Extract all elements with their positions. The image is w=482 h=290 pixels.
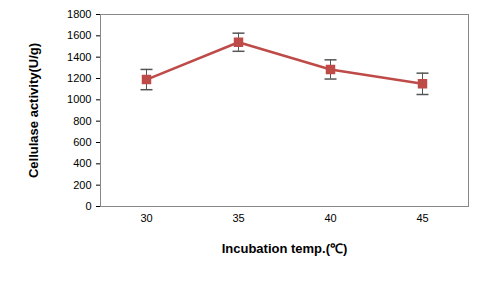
svg-text:1600: 1600	[67, 29, 91, 41]
svg-text:Incubation temp.(℃): Incubation temp.(℃)	[222, 241, 348, 256]
svg-text:600: 600	[73, 136, 91, 148]
svg-text:1000: 1000	[67, 93, 91, 105]
svg-text:400: 400	[73, 157, 91, 169]
svg-text:45: 45	[416, 212, 428, 224]
svg-text:1200: 1200	[67, 72, 91, 84]
svg-text:200: 200	[73, 179, 91, 191]
svg-text:1800: 1800	[67, 8, 91, 20]
svg-text:35: 35	[232, 212, 244, 224]
svg-text:40: 40	[324, 212, 336, 224]
svg-text:0: 0	[85, 200, 91, 212]
svg-text:Cellulase activity(U/g): Cellulase activity(U/g)	[26, 43, 41, 178]
svg-text:30: 30	[140, 212, 152, 224]
svg-text:1400: 1400	[67, 51, 91, 63]
svg-text:800: 800	[73, 115, 91, 127]
